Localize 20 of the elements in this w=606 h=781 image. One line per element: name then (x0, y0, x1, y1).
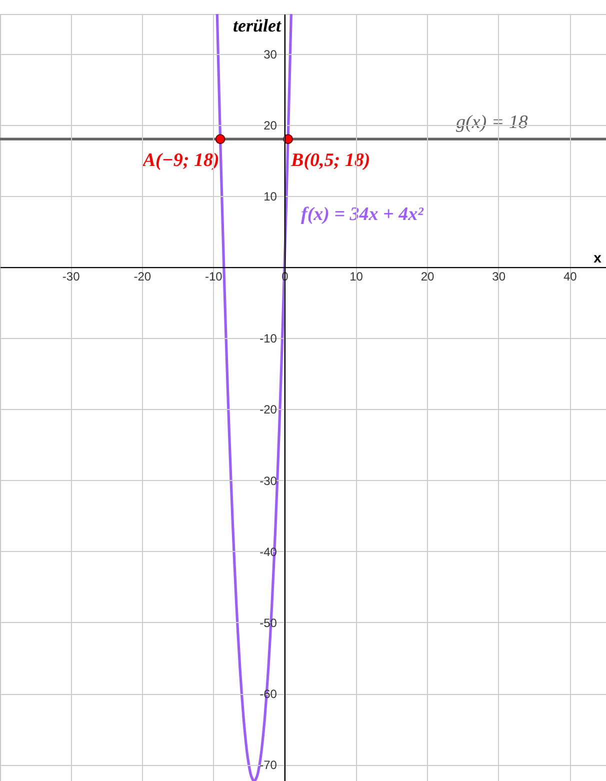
x-tick-label: 20 (420, 270, 435, 284)
x-tick-label: 40 (563, 270, 578, 284)
annotation: A(−9; 18) (142, 150, 220, 172)
y-tick-label: -70 (260, 758, 278, 772)
y-tick-label: -60 (260, 687, 278, 702)
x-tick-label: -30 (62, 270, 80, 284)
x-tick-label: 10 (350, 270, 364, 284)
y-tick-label: -20 (260, 402, 278, 417)
y-tick-label: -50 (260, 616, 278, 630)
x-tick-label: 30 (492, 270, 506, 284)
y-axis-title: terület (232, 16, 282, 36)
y-tick-label: -40 (260, 544, 278, 559)
y-tick-label: -10 (260, 332, 278, 346)
y-tick-label: 10 (264, 189, 278, 204)
x-axis-title: x (594, 250, 602, 266)
y-tick-label: 30 (264, 47, 278, 62)
y-tick-label: 20 (264, 118, 278, 132)
x-tick-label: -10 (205, 270, 223, 284)
x-tick-label: -20 (134, 270, 152, 284)
y-tick-label: -30 (260, 474, 278, 488)
